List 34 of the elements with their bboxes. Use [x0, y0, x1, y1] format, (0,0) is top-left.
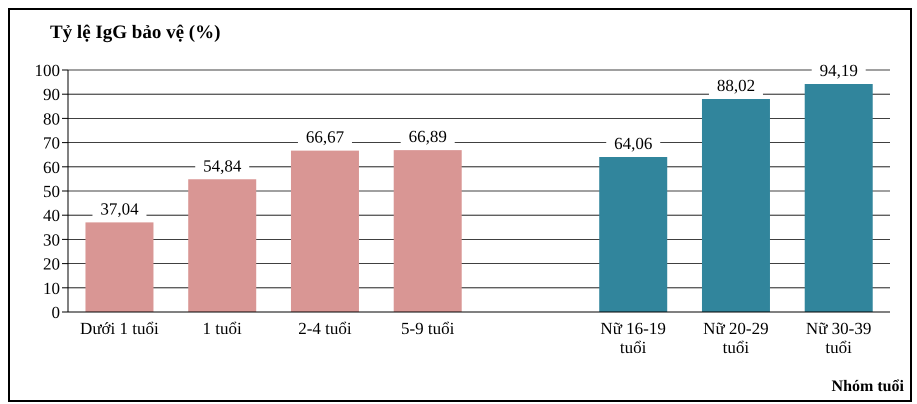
data-label: 88,02 — [716, 76, 756, 95]
x-axis-title: Nhóm tuổi — [832, 378, 904, 396]
data-label: 54,84 — [203, 156, 242, 176]
y-axis-title: Tỷ lệ IgG bảo vệ (%) — [50, 22, 220, 44]
bar — [394, 150, 462, 312]
data-label: 37,04 — [100, 199, 140, 218]
y-tick-label: 0 — [52, 303, 60, 322]
y-tick-label: 30 — [43, 230, 60, 250]
y-tick-label: 70 — [43, 134, 60, 153]
bar — [804, 84, 873, 312]
y-tick-label: 40 — [43, 206, 60, 226]
data-label: 66,89 — [408, 127, 447, 146]
x-tick-label: 5-9 tuổi — [400, 319, 455, 338]
bar — [188, 179, 256, 312]
y-tick-label: 60 — [43, 158, 60, 177]
data-label: 66,67 — [306, 128, 345, 147]
x-tick-label: Dưới 1 tuổi — [80, 319, 159, 338]
y-tick-label: 50 — [43, 182, 60, 202]
bar — [702, 98, 770, 312]
x-tick-label: Nữ 16-19 tuổi — [600, 319, 666, 357]
y-tick-label: 80 — [43, 109, 60, 128]
data-label: 94,19 — [820, 61, 858, 80]
y-tick-label: 10 — [43, 278, 60, 298]
y-tick-label: 100 — [34, 61, 60, 80]
bar — [290, 150, 359, 312]
x-tick-label: Nữ 30-39 tuổi — [806, 319, 872, 357]
x-tick-label: 1 tuổi — [202, 319, 242, 338]
x-tick-label: 2-4 tuổi — [298, 319, 352, 338]
bar — [599, 156, 668, 312]
data-label: 64,06 — [614, 134, 652, 153]
x-tick-label: Nữ 20-29 tuổi — [703, 319, 769, 357]
y-tick-label: 20 — [43, 254, 60, 274]
bar — [85, 222, 154, 312]
y-tick-label: 90 — [43, 85, 60, 104]
